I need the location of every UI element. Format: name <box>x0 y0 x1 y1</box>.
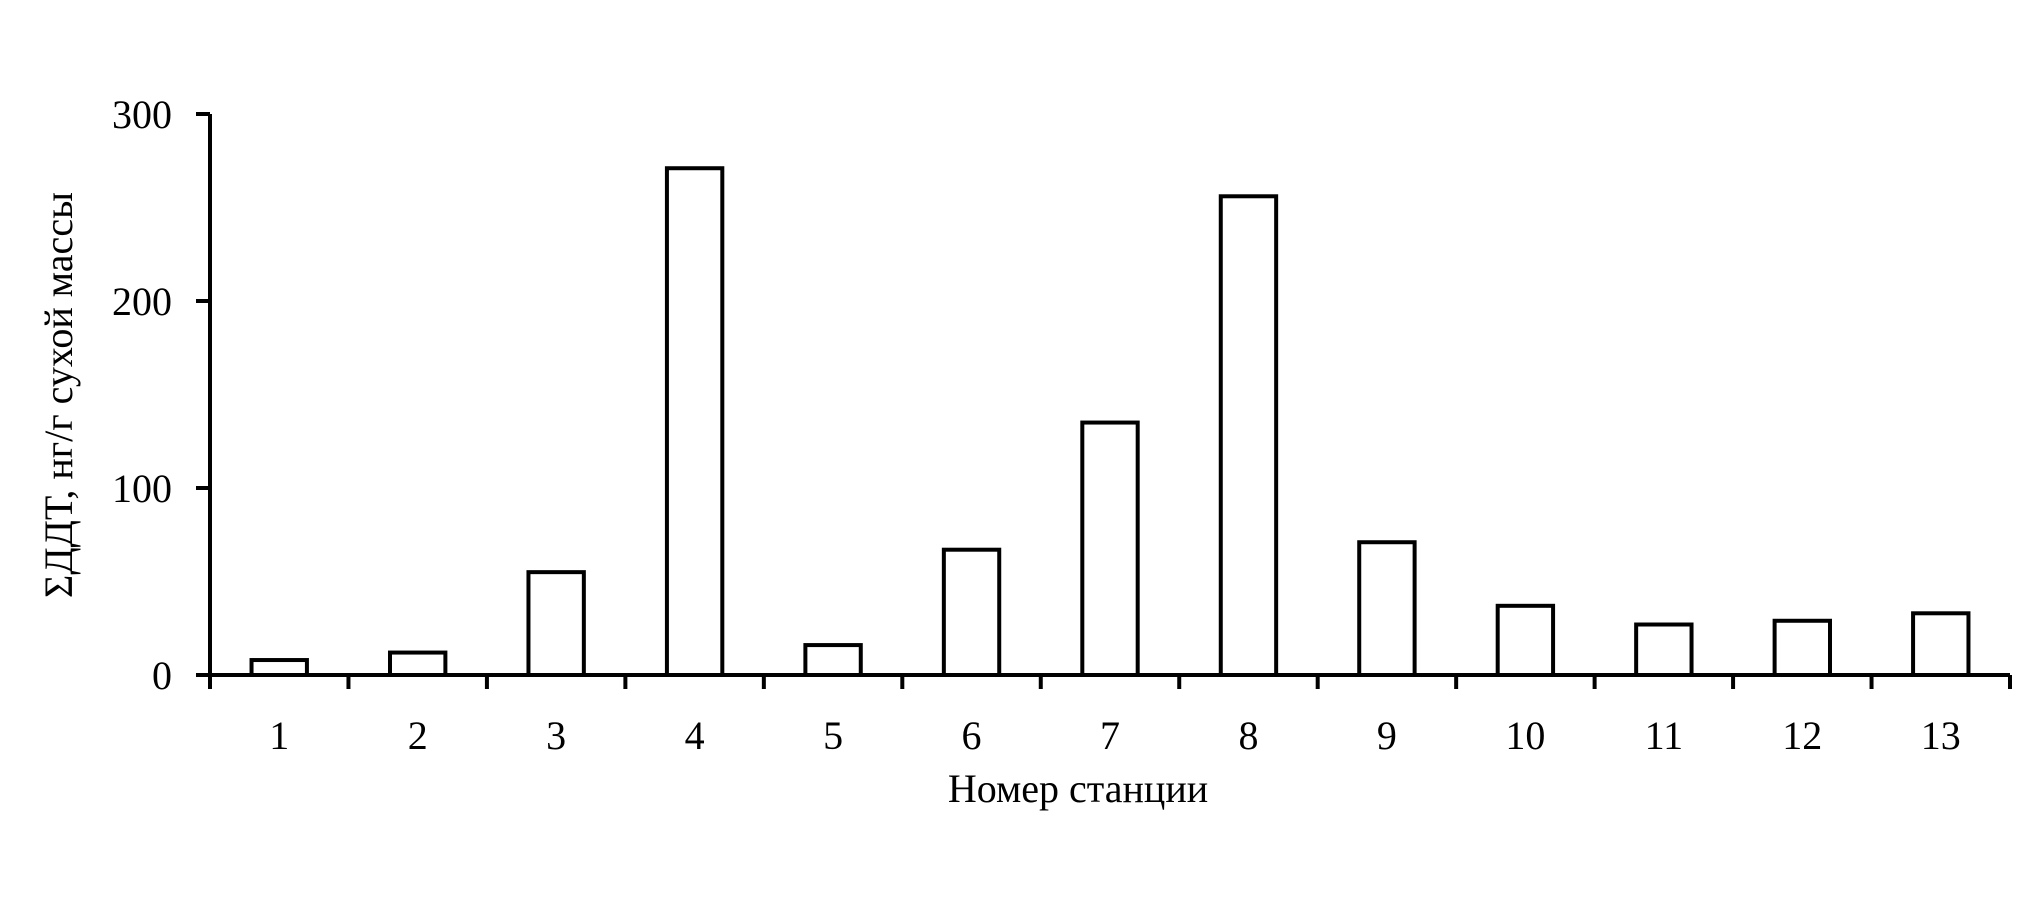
x-tick-label: 3 <box>546 713 566 758</box>
bar-station-1 <box>249 658 309 677</box>
bar-station-10 <box>1495 603 1556 677</box>
y-axis-title: ΣДДТ, нг/г сухой массы <box>36 192 81 598</box>
bar-station-4 <box>664 166 725 677</box>
x-tick-label: 4 <box>685 713 705 758</box>
axes-group <box>196 114 2010 677</box>
y-tick-label: 100 <box>112 466 172 511</box>
y-tick-label: 300 <box>112 92 172 137</box>
y-tick-label: 0 <box>152 653 172 698</box>
x-ticks-group: 1 2 3 4 5 6 7 8 9 10 11 12 13 <box>208 675 2012 758</box>
y-tick-label: 200 <box>112 279 172 324</box>
x-tick-label: 6 <box>962 713 982 758</box>
bar-station-8 <box>1218 194 1279 677</box>
bar-station-2 <box>388 650 448 677</box>
bar-station-9 <box>1357 540 1417 677</box>
x-tick-label: 13 <box>1921 713 1961 758</box>
bars-group <box>249 166 1971 678</box>
bar-station-13 <box>1911 611 1971 677</box>
bar-station-7 <box>1080 420 1140 677</box>
x-tick-label: 12 <box>1782 713 1822 758</box>
bar-station-3 <box>526 570 586 678</box>
bar-station-6 <box>941 547 1002 678</box>
bar-station-11 <box>1634 622 1694 678</box>
bar-station-12 <box>1772 618 1832 678</box>
x-axis-title: Номер станции <box>948 766 1208 811</box>
x-tick-label: 11 <box>1645 713 1684 758</box>
x-tick-label: 8 <box>1238 713 1258 758</box>
x-tick-label: 1 <box>269 713 289 758</box>
y-ticks-group: 0 100 200 300 <box>112 92 210 698</box>
x-tick-label: 2 <box>408 713 428 758</box>
x-tick-label: 9 <box>1377 713 1397 758</box>
x-tick-label: 7 <box>1100 713 1120 758</box>
x-tick-label: 5 <box>823 713 843 758</box>
bar-station-5 <box>803 643 863 678</box>
x-tick-label: 10 <box>1505 713 1545 758</box>
